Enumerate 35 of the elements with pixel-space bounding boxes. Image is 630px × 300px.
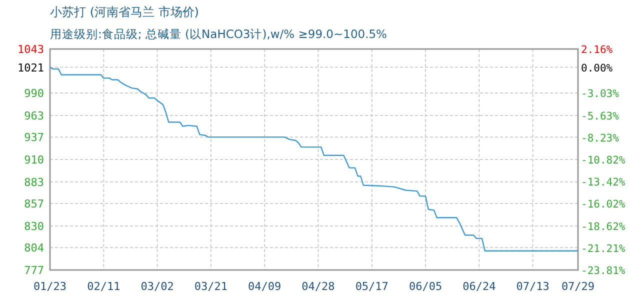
y-tick-label: 910 [24,154,44,166]
y2-tick-label: -3.03% [581,88,620,100]
y2-tick-label: -16.02% [581,198,626,211]
x-tick-label: 02/11 [87,280,120,293]
y-tick-label: 937 [24,131,44,144]
y-tick-label: 777 [24,264,44,277]
x-tick-label: 01/23 [33,280,67,293]
y-tick-label: 963 [24,109,44,122]
x-tick-label: 03/21 [194,280,228,293]
y2-tick-label: -13.42% [581,176,626,189]
y2-tick-label: -10.82% [581,154,626,166]
y2-tick-label: -5.63% [581,110,620,122]
y2-tick-label: -8.23% [581,132,620,144]
y2-tick-label: -18.62% [581,220,626,233]
chart-title: 小苏打 (河南省马兰 市场价) [50,5,199,19]
x-tick-label: 06/24 [462,280,496,293]
x-tick-label: 03/02 [140,280,174,293]
y2-tick-label: 2.16% [581,44,614,56]
y2-tick-label: -23.81% [581,265,626,277]
y-tick-label: 1021 [18,61,44,74]
chart-subtitle: 用途级别:食品级; 总碱量 (以NaHCO3计),w/% ≥99.0~100.5% [50,27,388,41]
x-tick-label: 07/13 [516,280,550,293]
y2-tick-label: 0.00% [581,62,614,74]
x-tick-label: 04/28 [302,280,335,293]
x-tick-label: 04/09 [248,280,282,293]
y-tick-label: 804 [24,242,44,255]
x-tick-label: 07/29 [561,280,595,293]
y-tick-label: 883 [24,176,44,189]
y-tick-label: 1043 [18,43,44,56]
y-tick-label: 830 [24,220,44,233]
y2-tick-label: -21.21% [581,242,626,255]
y-tick-label: 990 [24,87,44,100]
x-tick-label: 05/17 [355,280,388,293]
x-tick-label: 06/05 [408,280,442,293]
y-tick-label: 857 [24,198,44,211]
